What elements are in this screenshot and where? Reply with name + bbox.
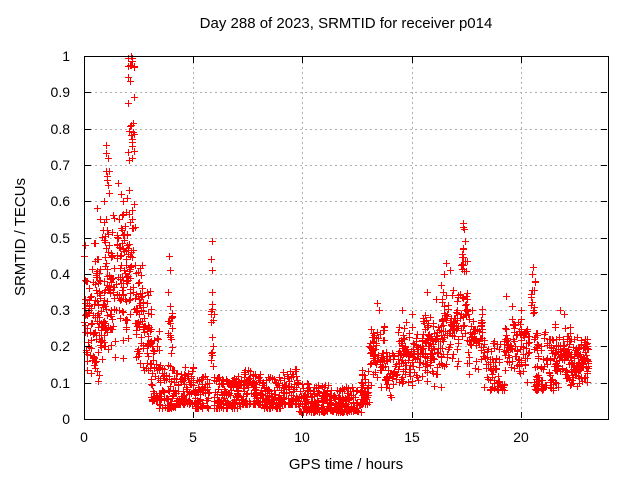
- chart-title: Day 288 of 2023, SRMTID for receiver p01…: [199, 15, 493, 32]
- axis-border: [84, 56, 609, 420]
- scatter-points: [81, 53, 592, 416]
- y-tick-label: 0.5: [50, 230, 70, 246]
- y-tick-label: 0.4: [50, 266, 70, 282]
- y-tick-label: 0.2: [50, 338, 70, 354]
- y-tick-label: 0.1: [50, 375, 70, 391]
- x-tick-label: 5: [189, 429, 197, 445]
- x-axis-label: GPS time / hours: [288, 456, 404, 473]
- y-tick-label: 0.3: [50, 302, 70, 318]
- y-tick-label: 0: [62, 411, 70, 427]
- x-tick-label: 15: [404, 429, 420, 445]
- grid-lines: [85, 57, 607, 418]
- y-tick-label: 1: [62, 48, 70, 64]
- x-tick-label: 0: [80, 429, 88, 445]
- y-tick-label: 0.7: [50, 157, 70, 173]
- tick-marks: [84, 56, 607, 420]
- y-tick-label: 0.8: [50, 121, 70, 137]
- y-tick-label: 0.9: [50, 84, 70, 100]
- x-tick-label: 10: [294, 429, 310, 445]
- y-tick-label: 0.6: [50, 193, 70, 209]
- x-tick-label: 20: [513, 429, 529, 445]
